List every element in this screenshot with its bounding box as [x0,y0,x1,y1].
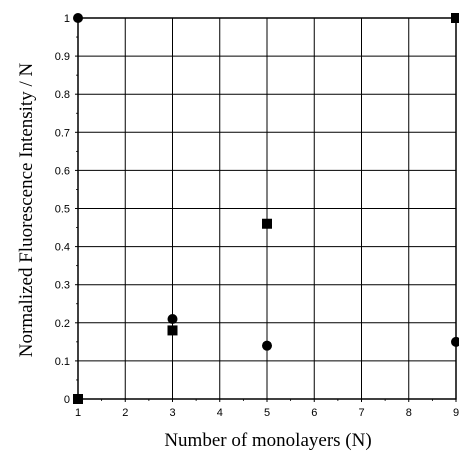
circle-data-point [262,340,272,351]
y-tick-label: 0.9 [55,51,70,63]
x-axis-title: Number of monolayers (N) [164,430,371,451]
circle-data-point [451,336,459,347]
square-data-point [73,394,83,404]
circle-data-point [167,313,178,324]
y-tick-label: 1 [64,13,70,25]
x-tick-label: 8 [406,407,412,419]
x-tick-label: 1 [75,407,81,419]
y-tick-label: 0.8 [55,89,70,101]
y-tick-labels: 0 0.1 0.2 0.3 0.4 0.5 0.6 0.7 0.8 0.9 1 [55,13,70,406]
y-tick-label: 0.7 [55,127,70,139]
x-tick-label: 3 [169,407,175,419]
y-tick-label: 0 [64,394,70,406]
y-tick-label: 0.3 [55,280,70,292]
x-tick-label: 9 [453,407,459,419]
y-tick-label: 0.4 [55,242,70,254]
y-axis-title: Normalized Fluorescence Intensity / N [16,63,37,358]
square-data-point [262,218,272,229]
y-tick-label: 0.6 [55,165,70,177]
square-data-point [167,325,178,336]
x-tick-label: 4 [217,407,223,419]
grid-lines [77,17,457,400]
x-tick-label: 2 [122,407,128,419]
y-tick-label: 0.1 [55,356,70,368]
y-tick-label: 0.5 [55,204,70,216]
x-tick-label: 7 [358,407,364,419]
x-tick-label: 6 [311,407,317,419]
x-tick-label: 5 [264,407,270,419]
circle-data-point [73,13,83,23]
y-tick-label: 0.2 [55,318,70,330]
x-tick-labels: 1 2 3 4 5 6 7 8 9 [75,407,459,419]
square-data-point [451,13,459,23]
data-points [73,13,459,404]
